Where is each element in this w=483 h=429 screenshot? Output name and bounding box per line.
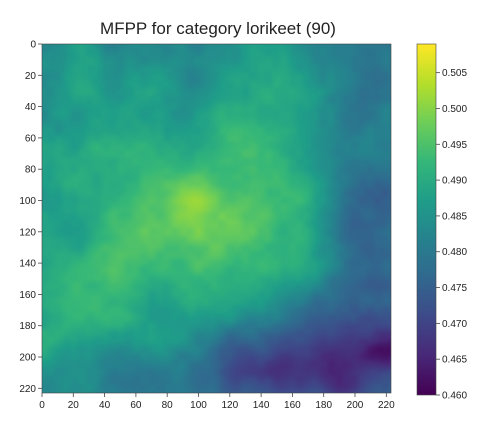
x-tick-label: 120 <box>221 400 238 411</box>
x-tick-label: 160 <box>284 400 301 411</box>
x-tick-label: 80 <box>162 400 174 411</box>
y-tick-label: 140 <box>19 259 36 270</box>
heatmap-frame <box>41 43 392 394</box>
colorbar-tick-label: 0.500 <box>442 104 467 115</box>
colorbar-tick-label: 0.505 <box>442 68 467 79</box>
x-tick-label: 20 <box>68 400 80 411</box>
y-tick-label: 100 <box>19 196 36 207</box>
y-tick-label: 80 <box>25 165 37 176</box>
colorbar-frame <box>416 43 437 396</box>
x-axis: 0 20 40 60 80 100 120 140 160 180 200 220 <box>39 393 395 411</box>
x-tick-label: 100 <box>190 400 207 411</box>
colorbar-ticks: 0.505 0.500 0.495 0.490 0.485 0.480 0.475 0.470… <box>436 68 467 402</box>
heatmap-area <box>41 43 392 394</box>
colorbar-tick-label: 0.480 <box>442 247 467 258</box>
y-tick-label: 60 <box>25 133 37 144</box>
x-tick-label: 200 <box>347 400 364 411</box>
y-tick-label: 20 <box>25 71 37 82</box>
y-axis: 0 20 40 60 80 100 120 140 160 180 200 220 <box>19 40 42 395</box>
x-tick-label: 60 <box>130 400 142 411</box>
y-tick-label: 180 <box>19 321 36 332</box>
colorbar-tick-label: 0.485 <box>442 211 467 222</box>
x-tick-label: 0 <box>39 400 45 411</box>
colorbar-tick-label: 0.475 <box>442 283 467 294</box>
y-tick-label: 200 <box>19 353 36 364</box>
colorbar-gradient <box>417 44 436 395</box>
y-tick-label: 160 <box>19 290 36 301</box>
colorbar-tick-label: 0.490 <box>442 176 467 187</box>
y-tick-label: 220 <box>19 384 36 395</box>
x-tick-label: 140 <box>253 400 270 411</box>
colorbar-tick-label: 0.465 <box>442 355 467 366</box>
y-tick-label: 120 <box>19 227 36 238</box>
chart-title: MFPP for category lorikeet (90) <box>100 19 336 38</box>
x-tick-label: 220 <box>378 400 395 411</box>
heatmap-image <box>42 44 391 393</box>
y-tick-label: 40 <box>25 102 37 113</box>
colorbar-tick-label: 0.470 <box>442 319 467 330</box>
x-tick-label: 180 <box>315 400 332 411</box>
y-tick-label: 0 <box>30 40 36 51</box>
colorbar: 0.505 0.500 0.495 0.490 0.485 0.480 0.475 0.470… <box>416 43 467 402</box>
colorbar-tick-label: 0.495 <box>442 140 467 151</box>
x-tick-label: 40 <box>99 400 111 411</box>
colorbar-tick-label: 0.460 <box>442 391 467 402</box>
